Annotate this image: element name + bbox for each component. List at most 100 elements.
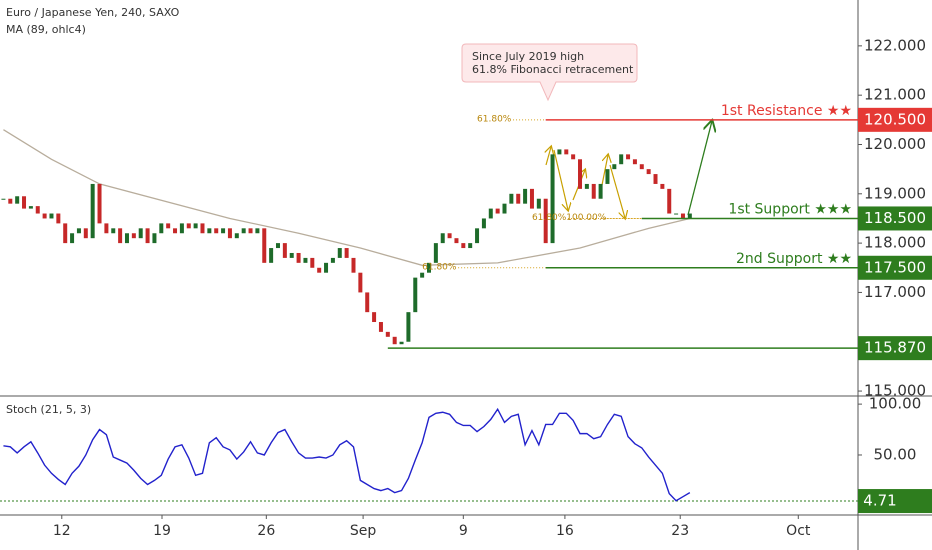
y-tick-label: 120.000	[864, 135, 926, 153]
candle	[173, 228, 178, 234]
candle	[138, 228, 143, 239]
candle	[427, 262, 431, 273]
candle	[70, 233, 75, 244]
candle	[35, 206, 40, 214]
candle	[234, 233, 239, 239]
candle	[454, 238, 459, 244]
candle	[351, 257, 356, 273]
stoch-level-label: 4.71	[863, 492, 896, 510]
candle	[248, 228, 253, 234]
candle	[509, 193, 514, 204]
candle	[502, 203, 507, 214]
level-box	[858, 206, 932, 231]
candle	[104, 223, 109, 234]
candle	[303, 257, 308, 263]
candle	[1, 198, 6, 200]
candle	[131, 233, 136, 239]
candle	[118, 228, 123, 244]
candle	[90, 183, 95, 239]
candle	[639, 164, 644, 170]
candle	[179, 223, 184, 234]
x-tick-label: 12	[53, 523, 71, 539]
candle	[571, 154, 576, 160]
candle	[495, 208, 500, 214]
candle	[619, 154, 624, 165]
candle	[488, 208, 493, 219]
candle	[598, 183, 603, 199]
chart-title: Euro / Japanese Yen, 240, SAXO	[6, 6, 180, 19]
candle	[523, 188, 528, 204]
candle	[200, 223, 205, 234]
candle	[578, 159, 583, 189]
candle	[310, 257, 315, 268]
candle	[543, 198, 548, 244]
y-tick-label: 118.000	[864, 234, 926, 252]
candle	[227, 228, 232, 239]
candle	[626, 154, 631, 160]
candle	[97, 183, 102, 224]
candle	[660, 183, 665, 189]
y-tick-label: 121.000	[864, 86, 926, 104]
candle	[337, 248, 342, 258]
candle	[166, 223, 171, 229]
y-tick-label: 115.000	[864, 382, 926, 400]
candle	[42, 213, 47, 219]
candle	[365, 292, 370, 313]
candle	[612, 164, 617, 170]
candle	[557, 149, 562, 155]
candle	[83, 228, 88, 239]
fib-label: 61.80%	[532, 213, 567, 223]
x-tick-label: 16	[556, 523, 574, 539]
x-tick-label: Oct	[786, 523, 811, 539]
candle	[468, 243, 473, 249]
stoch-line	[3, 407, 691, 502]
candle	[372, 312, 377, 323]
candle	[207, 228, 212, 234]
candle	[221, 228, 226, 234]
arrow	[553, 149, 568, 210]
x-tick-label: 26	[257, 523, 275, 539]
candle	[330, 257, 335, 263]
candle	[289, 252, 294, 258]
stoch-level-box	[858, 489, 932, 514]
candle	[440, 233, 445, 244]
candle	[49, 213, 54, 219]
candle	[667, 188, 672, 214]
candle	[159, 223, 164, 234]
candle	[584, 183, 589, 189]
candle	[481, 218, 486, 229]
candle	[56, 213, 61, 224]
x-tick-label: 23	[671, 523, 689, 539]
candle	[413, 277, 418, 313]
level-name: 1st Resistance ★★	[721, 103, 852, 119]
fib-label: 61.80%	[422, 262, 457, 272]
candle	[461, 243, 466, 249]
candle	[296, 252, 301, 263]
candle	[262, 228, 267, 263]
level-box	[858, 255, 932, 280]
candle	[124, 233, 129, 244]
candle	[317, 267, 322, 273]
level-name: 2nd Support ★★	[736, 251, 852, 267]
candle	[358, 272, 363, 293]
candle	[420, 272, 425, 278]
candle	[591, 183, 596, 199]
candle	[447, 233, 452, 239]
level-box-label: 115.870	[864, 339, 926, 357]
candle	[152, 233, 157, 244]
candle	[214, 228, 219, 234]
y-tick-label: 117.000	[864, 283, 926, 301]
candle	[28, 206, 33, 209]
candle	[8, 198, 13, 204]
candle	[674, 213, 679, 215]
level-name: 1st Support ★★★	[728, 201, 852, 217]
x-tick-label: 9	[459, 523, 468, 539]
candle	[186, 223, 191, 229]
callout: Since July 2019 high 61.8% Fibonacci ret…	[461, 43, 638, 102]
candle	[529, 188, 534, 209]
callout-text: Since July 2019 high	[472, 50, 584, 63]
candle	[111, 228, 116, 234]
candle	[385, 331, 390, 337]
